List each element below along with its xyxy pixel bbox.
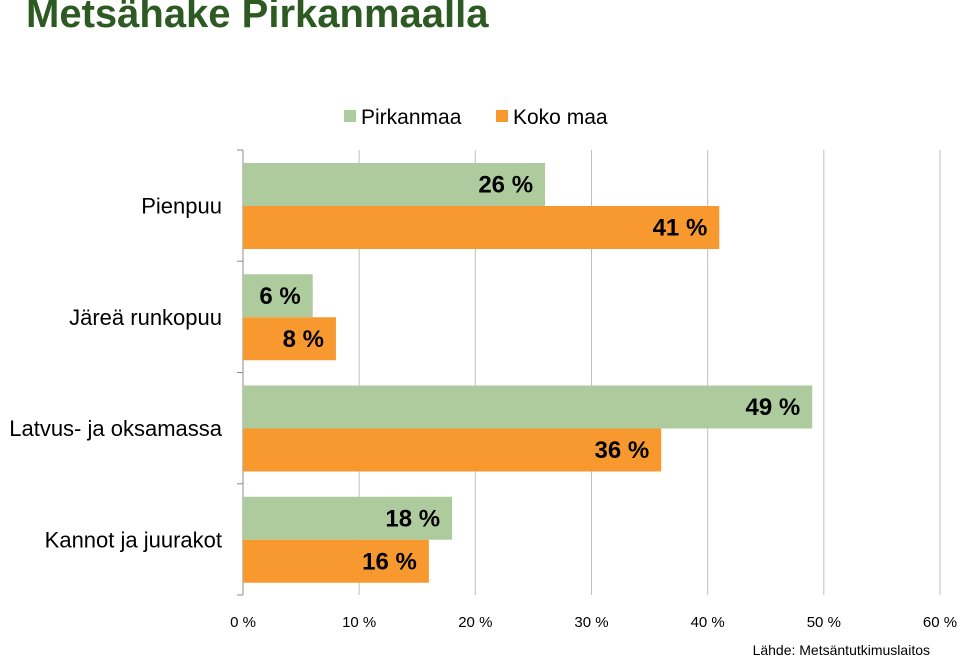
bar xyxy=(243,163,546,206)
category-label: Latvus- ja oksamassa xyxy=(9,416,223,441)
data-label: 49 % xyxy=(746,394,801,421)
source-note: Lähde: Metsäntutkimuslaitos xyxy=(752,642,930,658)
x-tick-label: 10 % xyxy=(342,614,376,631)
data-label: 36 % xyxy=(594,437,649,464)
legend-swatch xyxy=(496,110,508,122)
bar xyxy=(243,428,662,472)
bar xyxy=(243,317,336,361)
legend-swatch xyxy=(344,110,356,122)
page-title: Metsähake Pirkanmaalla xyxy=(26,0,489,36)
data-label: 41 % xyxy=(653,215,708,242)
bar xyxy=(243,539,429,583)
x-tick-label: 50 % xyxy=(807,614,841,631)
x-tick-label: 60 % xyxy=(923,614,957,631)
bar xyxy=(243,496,453,540)
category-label: Kannot ja juurakot xyxy=(45,527,222,552)
x-tick-label: 30 % xyxy=(574,614,608,631)
bar xyxy=(243,274,313,318)
category-label: Pienpuu xyxy=(141,194,222,219)
bar xyxy=(243,385,813,429)
data-label: 6 % xyxy=(259,283,300,310)
data-label: 18 % xyxy=(385,505,440,532)
x-tick-label: 0 % xyxy=(230,614,256,631)
data-label: 16 % xyxy=(362,548,417,575)
x-tick-label: 40 % xyxy=(691,614,725,631)
data-label: 26 % xyxy=(478,172,533,199)
data-label: 8 % xyxy=(283,326,324,353)
category-label: Järeä runkopuu xyxy=(69,305,222,330)
bar xyxy=(243,206,720,249)
legend-label: Koko maa xyxy=(513,106,608,129)
legend-label: Pirkanmaa xyxy=(361,106,462,129)
x-tick-label: 20 % xyxy=(458,614,492,631)
